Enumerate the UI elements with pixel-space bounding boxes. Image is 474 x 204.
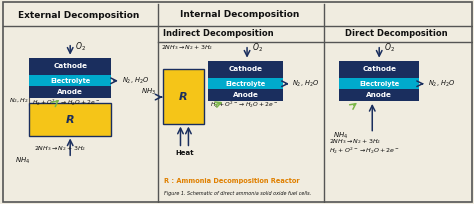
Text: Direct Decomposition: Direct Decomposition xyxy=(345,29,447,38)
Text: $N_2$, $H_2O$: $N_2$, $H_2O$ xyxy=(428,79,456,89)
Bar xyxy=(339,89,419,101)
Text: Electrolyte: Electrolyte xyxy=(359,81,399,87)
Bar xyxy=(29,58,111,75)
Bar xyxy=(208,78,283,89)
Text: Figure 1. Schematic of direct ammonia solid oxide fuel cells.: Figure 1. Schematic of direct ammonia so… xyxy=(164,191,310,196)
Text: $O_2$: $O_2$ xyxy=(384,41,395,54)
Bar xyxy=(208,89,283,101)
Text: Cathode: Cathode xyxy=(53,63,87,70)
Text: $N_2$, $H_2O$: $N_2$, $H_2O$ xyxy=(122,76,149,86)
Text: Cathode: Cathode xyxy=(228,67,263,72)
Text: $NH_4$: $NH_4$ xyxy=(15,156,30,166)
Bar xyxy=(163,69,204,124)
Text: R: R xyxy=(66,115,74,125)
Bar xyxy=(208,61,283,78)
Text: External Decomposition: External Decomposition xyxy=(18,11,140,20)
Text: $N_2,H_2$: $N_2,H_2$ xyxy=(9,97,28,105)
Text: Anode: Anode xyxy=(366,92,392,98)
Bar xyxy=(339,61,419,78)
Text: Electrolyte: Electrolyte xyxy=(50,78,91,84)
Bar xyxy=(29,103,111,135)
Text: $2NH_3 \rightarrow N_2 + 3H_2$: $2NH_3 \rightarrow N_2 + 3H_2$ xyxy=(328,137,381,146)
Text: Anode: Anode xyxy=(57,89,83,95)
Text: $H_2 + O^{2-} \rightarrow H_2O + 2e^-$: $H_2 + O^{2-} \rightarrow H_2O + 2e^-$ xyxy=(210,100,278,110)
Text: Electrolyte: Electrolyte xyxy=(226,81,266,87)
Text: $H_2 + O^{2-} \rightarrow H_2O + 2e^-$: $H_2 + O^{2-} \rightarrow H_2O + 2e^-$ xyxy=(328,146,400,156)
Text: $N_2$, $H_2O$: $N_2$, $H_2O$ xyxy=(292,79,319,89)
Text: Indirect Decomposition: Indirect Decomposition xyxy=(163,29,273,38)
Text: $2NH_3 \rightarrow N_2 + 3H_2$: $2NH_3 \rightarrow N_2 + 3H_2$ xyxy=(161,43,213,52)
Text: Anode: Anode xyxy=(233,92,258,98)
Text: R : Ammonia Decomposition Reactor: R : Ammonia Decomposition Reactor xyxy=(164,178,299,184)
Text: Heat: Heat xyxy=(175,150,194,156)
Bar xyxy=(339,78,419,89)
Text: $O_2$: $O_2$ xyxy=(252,41,263,54)
Text: $H_2 + O^{2-} \rightarrow H_2O + 2e^-$: $H_2 + O^{2-} \rightarrow H_2O + 2e^-$ xyxy=(32,98,100,108)
Bar xyxy=(29,75,111,86)
Text: $O_2$: $O_2$ xyxy=(75,41,86,53)
Bar xyxy=(29,86,111,98)
Text: $2NH_3 \rightarrow N_2 + 3H_2$: $2NH_3 \rightarrow N_2 + 3H_2$ xyxy=(35,144,87,153)
Text: $NH_4$: $NH_4$ xyxy=(332,130,348,141)
Text: Cathode: Cathode xyxy=(362,67,396,72)
Text: Internal Decomposition: Internal Decomposition xyxy=(181,10,300,19)
Text: R: R xyxy=(179,92,188,102)
Text: $NH_3$: $NH_3$ xyxy=(141,87,156,97)
